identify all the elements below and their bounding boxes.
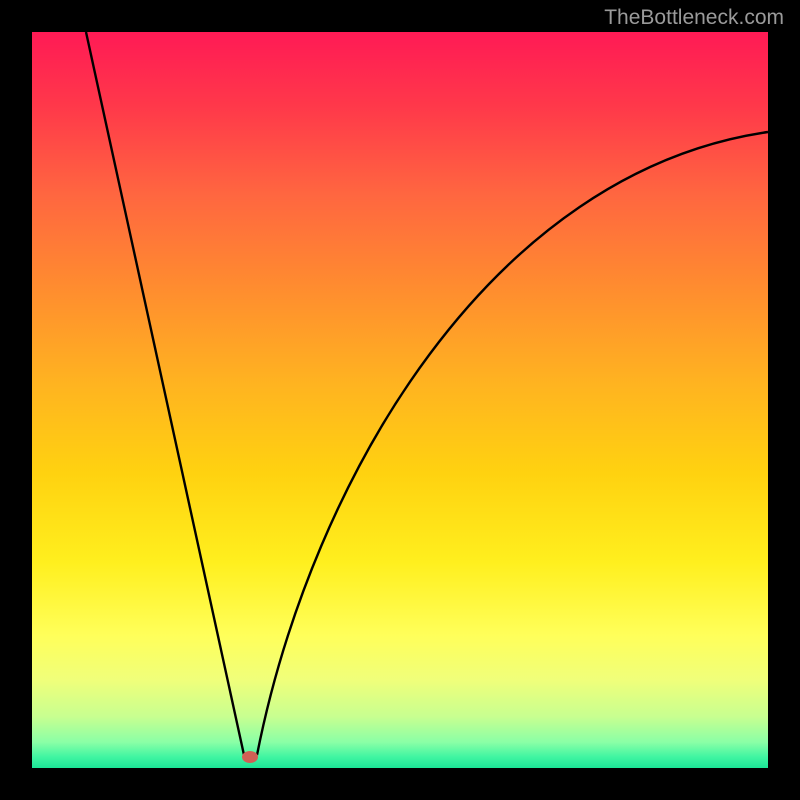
watermark-text: TheBottleneck.com bbox=[604, 6, 784, 30]
gradient-background bbox=[32, 32, 768, 768]
minimum-marker bbox=[242, 751, 258, 763]
chart-plot bbox=[32, 32, 768, 768]
